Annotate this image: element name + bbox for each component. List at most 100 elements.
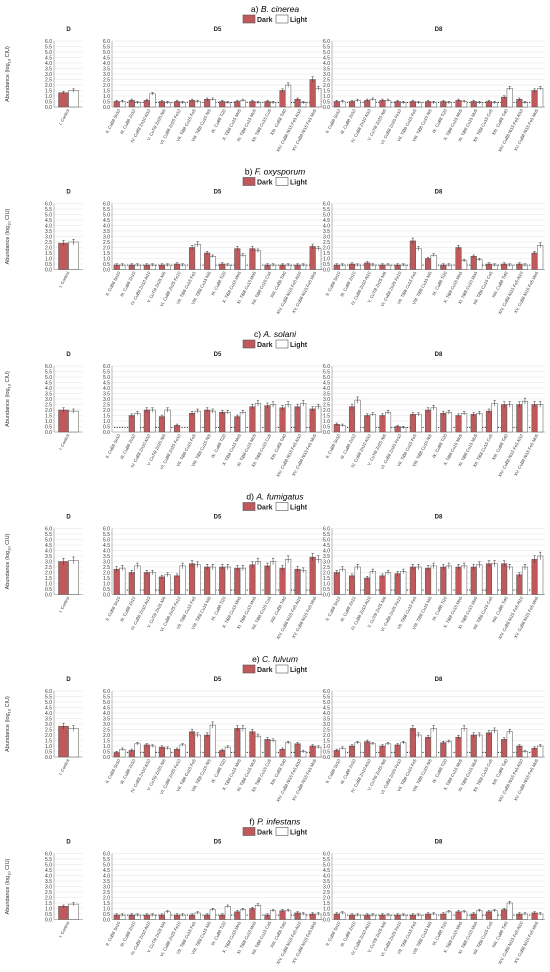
panel-d5: D5 0.00.51.01.52.02.53.03.54.04.55.05.56.… (103, 352, 323, 478)
y-tick-label: 3.5 (103, 391, 110, 397)
bar-dark (58, 409, 69, 433)
y-tick-label: 1.5 (323, 738, 330, 744)
bar-dark (333, 572, 340, 595)
y-tick-label: 6.0 (103, 851, 110, 857)
bar-light (134, 413, 141, 433)
bar-light (476, 259, 483, 270)
y-tick-label: 2.5 (45, 240, 52, 246)
y-tick-label: 4.5 (45, 705, 52, 711)
y-tick-label: 5.0 (323, 50, 330, 56)
y-tick-label: 3.5 (103, 716, 110, 722)
bar-light (461, 565, 468, 595)
chart-title: e) C. fulvum (252, 654, 298, 664)
bar-light (537, 745, 544, 758)
bar-dark (348, 406, 356, 433)
bar-dark (189, 563, 196, 595)
bar-dark (455, 247, 462, 270)
y-tick-label: 3.5 (45, 66, 52, 72)
bar-light (209, 410, 216, 433)
y-tick-label: 1.0 (45, 581, 52, 587)
bar-light (179, 565, 186, 595)
chart-title: d) A. fumigatus (246, 492, 304, 502)
y-tick-label: 0.0 (103, 267, 110, 273)
y-tick-label: 3.0 (45, 559, 52, 565)
bar-light (491, 730, 498, 758)
x-tick-label: II. CuB8 Sn10 (325, 108, 342, 135)
panel-title: D5 (214, 840, 222, 846)
y-tick-label: 0.5 (103, 262, 110, 268)
y-tick-label: 1.5 (103, 901, 110, 907)
legend-label-dark: Dark (257, 342, 273, 349)
bar-dark (485, 732, 492, 758)
bar-dark (501, 404, 508, 433)
bar-light (164, 409, 171, 433)
y-tick-label: 0.0 (323, 267, 330, 273)
y-tick-label: 1.0 (323, 256, 330, 262)
y-tick-label: 1.0 (103, 419, 110, 425)
y-tick-label: 3.5 (323, 229, 330, 235)
y-tick-label: 1.0 (323, 906, 330, 912)
panel-d5: D5 0.00.51.01.52.02.53.03.54.04.55.05.56.… (103, 27, 323, 153)
panel-title: D8 (435, 352, 443, 358)
y-tick-label: 0.5 (323, 99, 330, 105)
y-tick-label: 3.0 (323, 722, 330, 728)
y-tick-label: 2.5 (103, 727, 110, 733)
y-tick-label: 4.0 (45, 61, 52, 67)
y-tick-label: 2.0 (45, 408, 52, 414)
panel-d8: D8 0.00.51.01.52.02.53.03.54.04.55.05.56.… (323, 677, 545, 803)
bar-light (149, 572, 156, 595)
y-tick-label: 4.5 (103, 705, 110, 711)
y-tick-label: 3.0 (45, 397, 52, 403)
y-tick-label: 1.5 (45, 738, 52, 744)
x-tick-label: I. Control (58, 758, 71, 776)
y-tick-label: 4.0 (45, 548, 52, 554)
chart-title-species: A. solani (262, 329, 297, 339)
bar-light (254, 250, 262, 270)
bar-light (430, 728, 437, 758)
y-tick-label: 6.0 (103, 39, 110, 45)
chart-title-species: A. fumigatus (255, 492, 304, 502)
bar-light (68, 241, 79, 270)
y-tick-label: 4.0 (45, 873, 52, 879)
panel-control: D 0.00.51.01.52.02.53.03.54.04.55.05.56.0… (45, 677, 83, 776)
y-tick-label: 4.5 (45, 218, 52, 224)
bar-dark (309, 79, 316, 108)
y-tick-label: 0.5 (45, 749, 52, 755)
y-tick-label: 1.5 (45, 413, 52, 419)
bar-dark (249, 731, 256, 758)
bar-dark (58, 92, 69, 108)
bar-dark (470, 256, 477, 270)
bar-light (385, 411, 392, 433)
bar-dark (440, 413, 447, 433)
y-tick-label: 5.0 (103, 375, 110, 381)
bar-light (285, 559, 292, 595)
legend-swatch-dark (242, 177, 256, 186)
bar-light (224, 411, 231, 433)
y-tick-label: 4.5 (323, 543, 330, 549)
y-tick-label: 0.0 (103, 917, 110, 923)
y-tick-label: 6.0 (45, 364, 52, 370)
y-tick-label: 1.0 (323, 94, 330, 100)
y-tick-label: 2.0 (103, 895, 110, 901)
y-tick-label: 0.5 (103, 99, 110, 105)
y-tick-label: 2.5 (103, 402, 110, 408)
bar-light (315, 746, 322, 758)
y-tick-label: 2.5 (103, 890, 110, 896)
bar-dark (409, 240, 416, 270)
y-tick-label: 6.0 (323, 526, 330, 532)
bar-light (68, 560, 79, 595)
bar-light (164, 574, 171, 595)
legend-swatch-light (275, 14, 289, 24)
bar-light (270, 740, 277, 758)
bar-dark (379, 415, 386, 433)
panel-d5: D5 0.00.51.01.52.02.53.03.54.04.55.05.56.… (103, 515, 323, 640)
y-tick-label: 1.0 (103, 94, 110, 100)
bar-dark (440, 742, 447, 758)
y-tick-label: 4.0 (323, 548, 330, 554)
bar-light (445, 411, 452, 433)
y-tick-label: 3.0 (45, 884, 52, 890)
y-tick-label: 5.5 (45, 44, 52, 50)
y-tick-label: 3.0 (103, 397, 110, 403)
bar-dark (279, 407, 286, 433)
y-tick-label: 2.0 (45, 733, 52, 739)
